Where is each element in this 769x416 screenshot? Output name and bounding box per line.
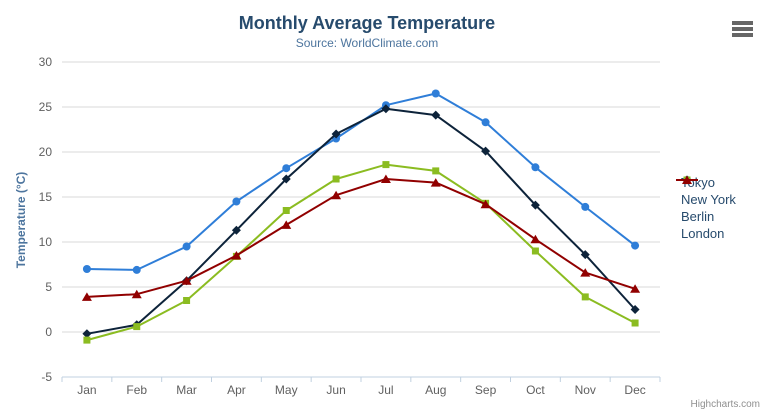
- series-point-new-york[interactable]: [381, 104, 391, 114]
- hamburger-bar: [732, 33, 753, 37]
- x-axis-label: Mar: [176, 383, 197, 397]
- x-axis-label: Jan: [77, 383, 96, 397]
- series-point-berlin[interactable]: [133, 323, 141, 331]
- series-point-london[interactable]: [530, 234, 541, 244]
- chart-context-menu-button[interactable]: [732, 21, 753, 39]
- series-point-new-york[interactable]: [231, 225, 241, 235]
- series-point-new-york[interactable]: [431, 110, 441, 120]
- series-point-london[interactable]: [331, 190, 342, 200]
- x-axis-label: Apr: [227, 383, 246, 397]
- series-point-new-york[interactable]: [630, 305, 640, 314]
- series-point-berlin[interactable]: [83, 336, 91, 344]
- series-point-london[interactable]: [231, 251, 242, 260]
- series-point-london[interactable]: [281, 220, 292, 229]
- legend-label: Berlin: [681, 209, 715, 224]
- legend-symbol-london[interactable]: [682, 175, 692, 185]
- series-point-berlin[interactable]: [581, 293, 589, 301]
- series-point-berlin[interactable]: [432, 167, 440, 175]
- x-axis-label: Oct: [526, 383, 545, 397]
- series-point-tokyo[interactable]: [431, 89, 440, 98]
- hamburger-icon: [732, 21, 753, 37]
- chart-subtitle: Source: WorldClimate.com: [295, 36, 439, 50]
- series-point-new-york[interactable]: [530, 200, 540, 210]
- series-point-berlin[interactable]: [631, 319, 639, 327]
- x-axis-label: May: [275, 383, 298, 397]
- series-point-london[interactable]: [630, 284, 641, 293]
- x-axis-label: Sep: [475, 383, 497, 397]
- x-axis-label: Nov: [575, 383, 596, 397]
- y-axis-label: 30: [39, 55, 53, 69]
- series-line-london[interactable]: [85, 178, 637, 298]
- series-point-london[interactable]: [580, 268, 591, 277]
- series-point-berlin[interactable]: [382, 161, 390, 169]
- chart-title: Monthly Average Temperature: [238, 13, 496, 33]
- x-axis-label: Feb: [126, 383, 147, 397]
- series-point-tokyo[interactable]: [531, 163, 540, 172]
- series-point-tokyo[interactable]: [631, 241, 640, 250]
- series-point-tokyo[interactable]: [182, 242, 191, 251]
- y-axis-label: 5: [45, 280, 52, 294]
- x-axis-label: Jul: [378, 383, 393, 397]
- x-axis-label: Jun: [326, 383, 345, 397]
- series-point-london[interactable]: [131, 289, 142, 299]
- series-point-new-york[interactable]: [481, 146, 491, 156]
- series-point-tokyo[interactable]: [232, 197, 241, 206]
- series-line-berlin[interactable]: [85, 163, 637, 342]
- series-point-berlin[interactable]: [183, 297, 191, 304]
- legend-item-new-york[interactable]: New York: [676, 175, 736, 208]
- series-point-tokyo[interactable]: [481, 118, 490, 127]
- hamburger-bar: [732, 21, 753, 25]
- y-axis-label: 10: [39, 235, 53, 249]
- series-line-tokyo[interactable]: [85, 92, 637, 271]
- legend-label: London: [681, 226, 725, 241]
- legend-label: New York: [681, 192, 736, 207]
- legend-item-berlin[interactable]: Berlin: [676, 176, 736, 225]
- series-point-tokyo[interactable]: [282, 164, 291, 173]
- y-axis-label: 0: [45, 325, 52, 339]
- series-point-tokyo[interactable]: [581, 202, 590, 211]
- y-axis-label: 15: [39, 190, 53, 204]
- series-point-tokyo[interactable]: [132, 265, 141, 274]
- series-point-new-york[interactable]: [281, 174, 291, 184]
- hamburger-bar: [732, 27, 753, 31]
- credits-link[interactable]: Highcharts.com: [690, 399, 760, 410]
- series-point-london[interactable]: [81, 292, 92, 301]
- legend-marker-triangle-icon: [676, 175, 698, 185]
- series-line-new-york[interactable]: [85, 107, 637, 335]
- series-point-london[interactable]: [181, 276, 192, 285]
- x-axis-label: Aug: [425, 383, 446, 397]
- y-axis-label: -5: [41, 370, 52, 384]
- y-axis-label: 25: [39, 100, 53, 114]
- series-point-london[interactable]: [480, 199, 491, 209]
- y-axis-label: 20: [39, 145, 53, 159]
- x-axis-label: Dec: [624, 383, 645, 397]
- series-point-berlin[interactable]: [531, 247, 539, 255]
- legend-item-london[interactable]: London: [676, 175, 736, 242]
- series-point-berlin[interactable]: [282, 207, 290, 214]
- series-point-new-york[interactable]: [580, 250, 590, 260]
- series-point-new-york[interactable]: [331, 129, 341, 139]
- series-point-berlin[interactable]: [332, 175, 340, 183]
- series-point-london[interactable]: [380, 174, 391, 184]
- y-axis-title: Temperature (°C): [14, 171, 28, 269]
- legend: Tokyo New York Berlin London: [676, 174, 736, 242]
- series-point-tokyo[interactable]: [82, 265, 91, 273]
- series-point-london[interactable]: [430, 178, 441, 187]
- series-point-new-york[interactable]: [82, 329, 92, 339]
